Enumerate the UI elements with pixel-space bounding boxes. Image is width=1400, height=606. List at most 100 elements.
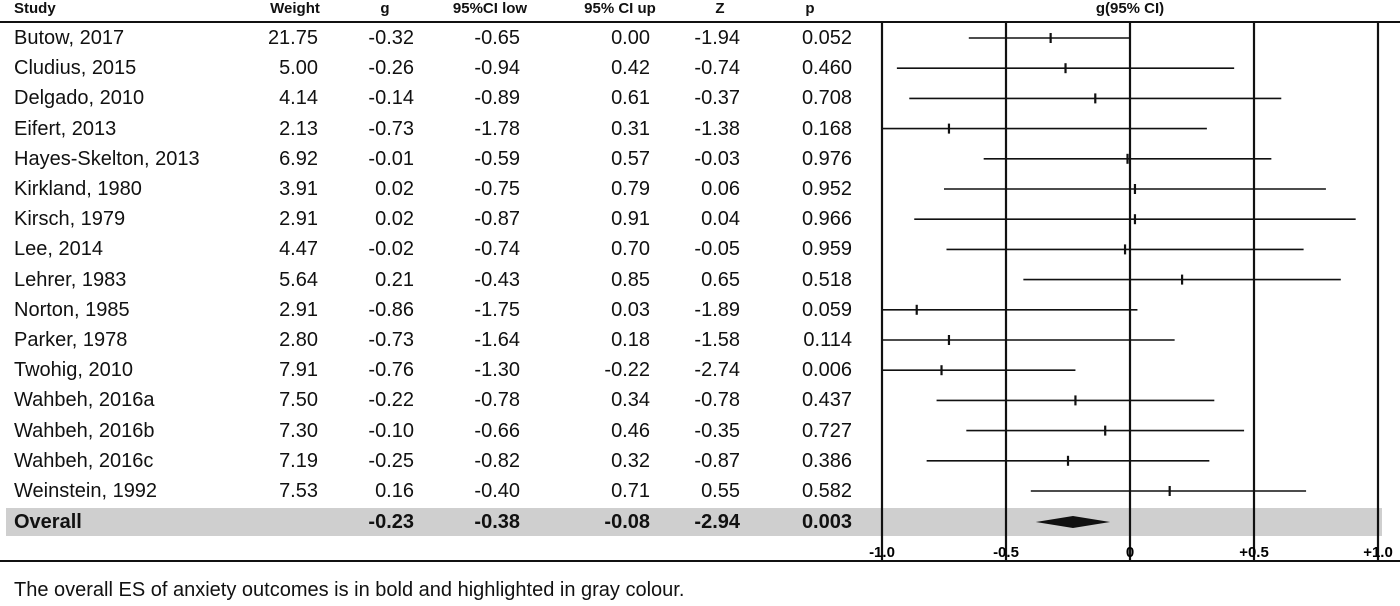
p-cell: 0.114 [803, 329, 852, 351]
weight-cell: 3.91 [279, 178, 318, 200]
g-cell: 0.02 [375, 208, 414, 231]
study-cell: Parker, 1978 [14, 329, 128, 351]
ci-up-cell: 0.18 [611, 329, 650, 351]
x-tick-label: +0.5 [1239, 544, 1269, 561]
g-cell: -0.14 [368, 87, 414, 110]
summary-diamond [1035, 516, 1111, 528]
header-g: g [380, 0, 390, 17]
ci-low-cell: -0.78 [474, 389, 520, 412]
study-cell: Kirsch, 1979 [14, 208, 126, 231]
p-cell: 0.386 [801, 449, 852, 472]
p-cell: 0.976 [801, 147, 852, 170]
g-cell: -0.25 [368, 449, 414, 472]
z-cell: 0.04 [701, 208, 740, 231]
ci-up-cell: 0.46 [611, 419, 650, 442]
ci-low-cell: -0.75 [474, 178, 520, 200]
weight-cell: 4.14 [279, 87, 318, 110]
ci-low-cell: -1.64 [474, 329, 520, 351]
g-cell: 0.02 [375, 178, 414, 200]
p-cell: 0.959 [801, 238, 852, 261]
header-z: Z [715, 0, 725, 17]
g-cell: -0.32 [368, 27, 414, 49]
z-cell: 0.65 [701, 268, 740, 291]
z-cell: 0.06 [701, 178, 740, 200]
ci-low-cell: -0.94 [474, 57, 520, 80]
study-cell: Cludius, 2015 [14, 57, 137, 80]
weight-cell: 2.91 [279, 208, 318, 231]
p-cell: 0.966 [801, 208, 852, 231]
ci-up-cell: 0.03 [611, 298, 650, 321]
z-cell: -1.94 [694, 27, 740, 49]
weight-cell: 7.53 [279, 480, 318, 502]
study-cell: Wahbeh, 2016c [14, 449, 154, 472]
weight-cell: 2.80 [279, 329, 318, 351]
ci-up-cell: 0.70 [611, 238, 650, 261]
ci-low-cell: -0.43 [474, 268, 520, 291]
z-cell: -2.94 [694, 511, 740, 533]
ci-up-cell: 0.71 [611, 480, 650, 502]
z-cell: -0.05 [694, 238, 740, 261]
g-cell: 0.21 [375, 268, 414, 291]
z-cell: 0.55 [701, 480, 740, 502]
g-cell: -0.73 [368, 117, 414, 140]
g-cell: -0.86 [368, 298, 414, 321]
ci-low-cell: -0.74 [474, 238, 520, 261]
x-tick-label: -0.5 [993, 544, 1019, 561]
weight-cell: 7.19 [279, 449, 318, 472]
header-p: p [805, 0, 815, 17]
ci-low-cell: -0.87 [474, 208, 520, 231]
ci-low-cell: -0.82 [474, 449, 520, 472]
study-cell: Hayes-Skelton, 2013 [14, 147, 200, 170]
p-cell: 0.006 [801, 359, 852, 382]
weight-cell: 5.00 [279, 57, 318, 80]
weight-cell: 7.91 [279, 359, 318, 382]
g-cell: -0.26 [368, 57, 414, 80]
weight-cell: 5.64 [279, 268, 318, 291]
x-tick-label: 0 [1126, 544, 1134, 561]
ci-up-cell: 0.79 [611, 178, 650, 200]
z-cell: -1.58 [694, 329, 740, 351]
ci-up-cell: 0.57 [611, 147, 650, 170]
p-cell: 0.052 [801, 27, 852, 49]
g-cell: -0.10 [368, 419, 414, 442]
g-cell: -0.01 [368, 147, 414, 170]
ci-low-cell: -1.30 [474, 359, 520, 382]
ci-low-cell: -0.89 [474, 87, 520, 110]
ci-low-cell: -0.40 [474, 480, 520, 502]
z-cell: -2.74 [694, 359, 740, 382]
ci-low-cell: -0.66 [474, 419, 520, 442]
header-rule [0, 21, 1400, 23]
p-cell: 0.708 [801, 87, 852, 110]
ci-low-cell: -1.75 [474, 298, 520, 321]
header-plot: g(95% CI) [1095, 0, 1165, 17]
z-cell: -0.35 [694, 419, 740, 442]
g-cell: -0.02 [368, 238, 414, 261]
g-cell: -0.23 [368, 511, 414, 533]
ci-low-cell: -0.38 [474, 511, 520, 533]
x-tick-label: +1.0 [1363, 544, 1393, 561]
study-cell: Norton, 1985 [14, 298, 130, 321]
figure-caption: The overall ES of anxiety outcomes is in… [14, 579, 685, 601]
study-cell: Delgado, 2010 [14, 87, 145, 110]
ci-up-cell: 0.42 [611, 57, 650, 80]
study-cell: Twohig, 2010 [14, 359, 133, 382]
ci-up-cell: -0.08 [604, 511, 650, 533]
ci-low-cell: -0.65 [474, 27, 520, 49]
p-cell: 0.059 [801, 298, 852, 321]
weight-cell: 7.30 [279, 419, 318, 442]
weight-cell: 2.13 [279, 117, 318, 140]
study-cell: Butow, 2017 [14, 27, 125, 49]
weight-cell: 7.50 [279, 389, 318, 412]
study-cell: Eifert, 2013 [14, 117, 117, 140]
z-cell: -0.37 [694, 87, 740, 110]
header-ci-low: 95%CI low [452, 0, 528, 17]
g-cell: -0.22 [368, 389, 414, 412]
ci-up-cell: 0.32 [611, 449, 650, 472]
p-cell: 0.168 [801, 117, 852, 140]
weight-cell: 2.91 [279, 298, 318, 321]
z-cell: -0.03 [694, 147, 740, 170]
weight-cell: 4.47 [279, 238, 318, 261]
table-bottom-rule [0, 560, 1400, 562]
ci-up-cell: 0.31 [611, 117, 650, 140]
